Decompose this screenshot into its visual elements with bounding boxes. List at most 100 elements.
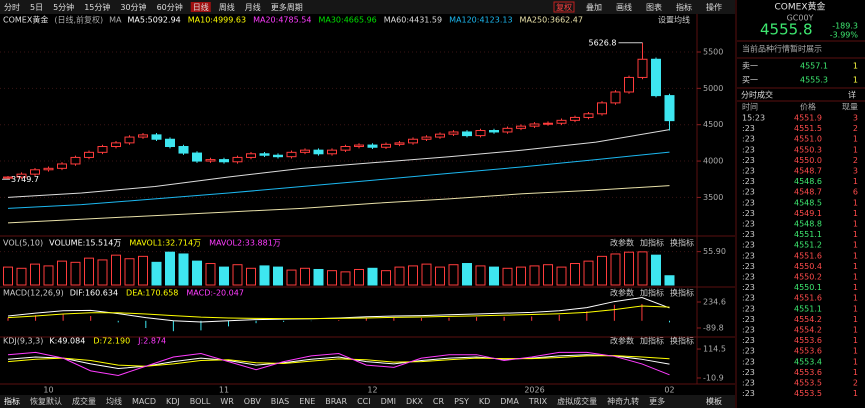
tool-button-label[interactable]: 操作 [706, 2, 722, 12]
indicator-tab[interactable]: CR [433, 397, 445, 406]
trade-qty: 1 [853, 135, 858, 144]
ma-legend: MA250:3662.47 [520, 16, 583, 25]
volume-bar [489, 266, 499, 286]
indicator-tab[interactable]: ENE [299, 397, 315, 406]
period-tab-label[interactable]: 更多周期 [271, 2, 303, 12]
tool-button[interactable] [553, 1, 575, 13]
y-tick-label: 3500 [703, 193, 723, 202]
indicator-tab[interactable]: BOLL [190, 397, 211, 406]
tool-button-label[interactable]: 画线 [616, 2, 632, 12]
indicator-tab[interactable]: MACD [132, 397, 156, 406]
period-tab-label[interactable]: 30分钟 [120, 2, 146, 12]
trade-price: 4553.6 [794, 347, 822, 356]
panel-button[interactable]: 加指标 [640, 288, 664, 298]
volume-bar [421, 263, 432, 286]
indicator-tab[interactable]: 更多 [649, 396, 665, 406]
panel-button[interactable]: 加指标 [640, 336, 664, 346]
tool-button-label[interactable]: 指标 [676, 2, 692, 12]
candle-body [273, 154, 283, 158]
candle-body [30, 169, 40, 175]
panel-button[interactable]: 加指标 [640, 238, 664, 248]
panel-button[interactable]: 改参数 [610, 238, 634, 248]
template-tab[interactable]: 模板 [706, 396, 722, 406]
book-qty: 1 [853, 76, 858, 85]
trade-price: 4549.1 [794, 209, 822, 218]
header: 价格 [800, 102, 816, 112]
indicator-tab[interactable]: 恢复默认 [30, 396, 62, 406]
indicator-tab[interactable]: DMA [500, 397, 519, 406]
indicator-tab[interactable]: 指标 [4, 396, 20, 406]
trade-time: :23 [742, 368, 755, 377]
candle-body [70, 156, 81, 165]
indicator-tab[interactable]: KDJ [166, 397, 180, 406]
period-tab[interactable] [190, 2, 211, 12]
indicator-tab[interactable]: 均线 [106, 396, 122, 406]
candle-body [597, 102, 607, 115]
indicator-tab[interactable]: 神奇九转 [607, 396, 639, 406]
period-tab-label[interactable]: 周线 [219, 2, 235, 12]
trade-time: :23 [742, 135, 755, 144]
ma-legend: MA30:4665.96 [318, 16, 376, 25]
ma-settings[interactable]: 设置均线 [658, 15, 690, 25]
panel-label: VOL(5,10) [3, 239, 43, 248]
indicator-tab[interactable]: WR [220, 397, 234, 406]
x-tick-label: 2026 [524, 386, 544, 395]
period-tab-label[interactable]: 日线 [193, 2, 209, 12]
indicator-tab[interactable]: DMI [381, 397, 396, 406]
volume-bar [111, 254, 121, 286]
candle-body [448, 131, 459, 135]
trade-qty: 2 [853, 379, 858, 388]
period-tab-label[interactable]: 15分钟 [84, 2, 110, 12]
indicator-tab[interactable]: CCI [357, 397, 371, 406]
indicator-tab[interactable]: 虚拟成交量 [557, 396, 597, 406]
period-tab-label[interactable]: 60分钟 [157, 2, 183, 12]
indicator-value: J:2.874 [137, 337, 166, 346]
indicator-tab[interactable]: PSY [454, 397, 469, 406]
period-tab-label[interactable]: 5分钟 [53, 2, 74, 12]
candle-body [205, 159, 216, 162]
panel-button[interactable]: 换指标 [670, 336, 694, 346]
candle-body [84, 151, 94, 158]
volume-bar [381, 270, 391, 286]
trade-time: :23 [742, 251, 755, 260]
panel-button[interactable]: 改参数 [610, 288, 634, 298]
indicator-tab[interactable]: KD [479, 397, 490, 406]
trade-time: :23 [742, 167, 755, 176]
trade-time: :23 [742, 283, 755, 292]
indicator-value: VOLUME:15.514万 [49, 239, 121, 248]
candle-body [151, 134, 162, 140]
volume-bar [462, 263, 472, 286]
panel-button[interactable]: 换指标 [670, 288, 694, 298]
volume-bar [340, 271, 351, 286]
indicator-value: MAVOL2:33.881万 [209, 239, 281, 248]
panel-button[interactable]: 换指标 [670, 238, 694, 248]
candle-body [529, 123, 540, 127]
volume-bar [408, 265, 418, 286]
tool-button-label[interactable]: 图表 [646, 2, 662, 12]
detail-button[interactable]: 详 [848, 90, 856, 100]
indicator-tab[interactable]: TRIX [528, 397, 548, 406]
indicator-tab[interactable]: 成交量 [72, 396, 96, 406]
panel-button[interactable]: 改参数 [610, 336, 634, 346]
candle-body [408, 138, 418, 144]
tool-button-label[interactable]: 叠加 [586, 2, 602, 12]
period-tab-label[interactable]: 月线 [245, 2, 261, 12]
volume-bar [30, 263, 40, 286]
trade-qty: 1 [853, 241, 858, 250]
trade-qty: 1 [853, 230, 858, 239]
trade-time: :23 [742, 347, 755, 356]
tool-button-label[interactable]: 复权 [556, 2, 572, 12]
volume-bar [502, 267, 513, 286]
indicator-tab[interactable]: DKX [406, 397, 423, 406]
volume-bar [57, 260, 67, 286]
indicator-tab[interactable]: OBV [244, 397, 262, 406]
y-tick-label: 55.90 [703, 247, 726, 256]
indicator-tab[interactable]: BRAR [325, 397, 347, 406]
period-tab-label[interactable]: 5日 [30, 3, 43, 12]
quote-change-pct: -3.99% [830, 31, 859, 40]
low-label: 3749.7 [11, 175, 39, 184]
trade-price: 4551.9 [794, 114, 822, 123]
period-tab-label[interactable]: 分时 [4, 2, 20, 12]
indicator-tab[interactable]: BIAS [271, 397, 289, 406]
